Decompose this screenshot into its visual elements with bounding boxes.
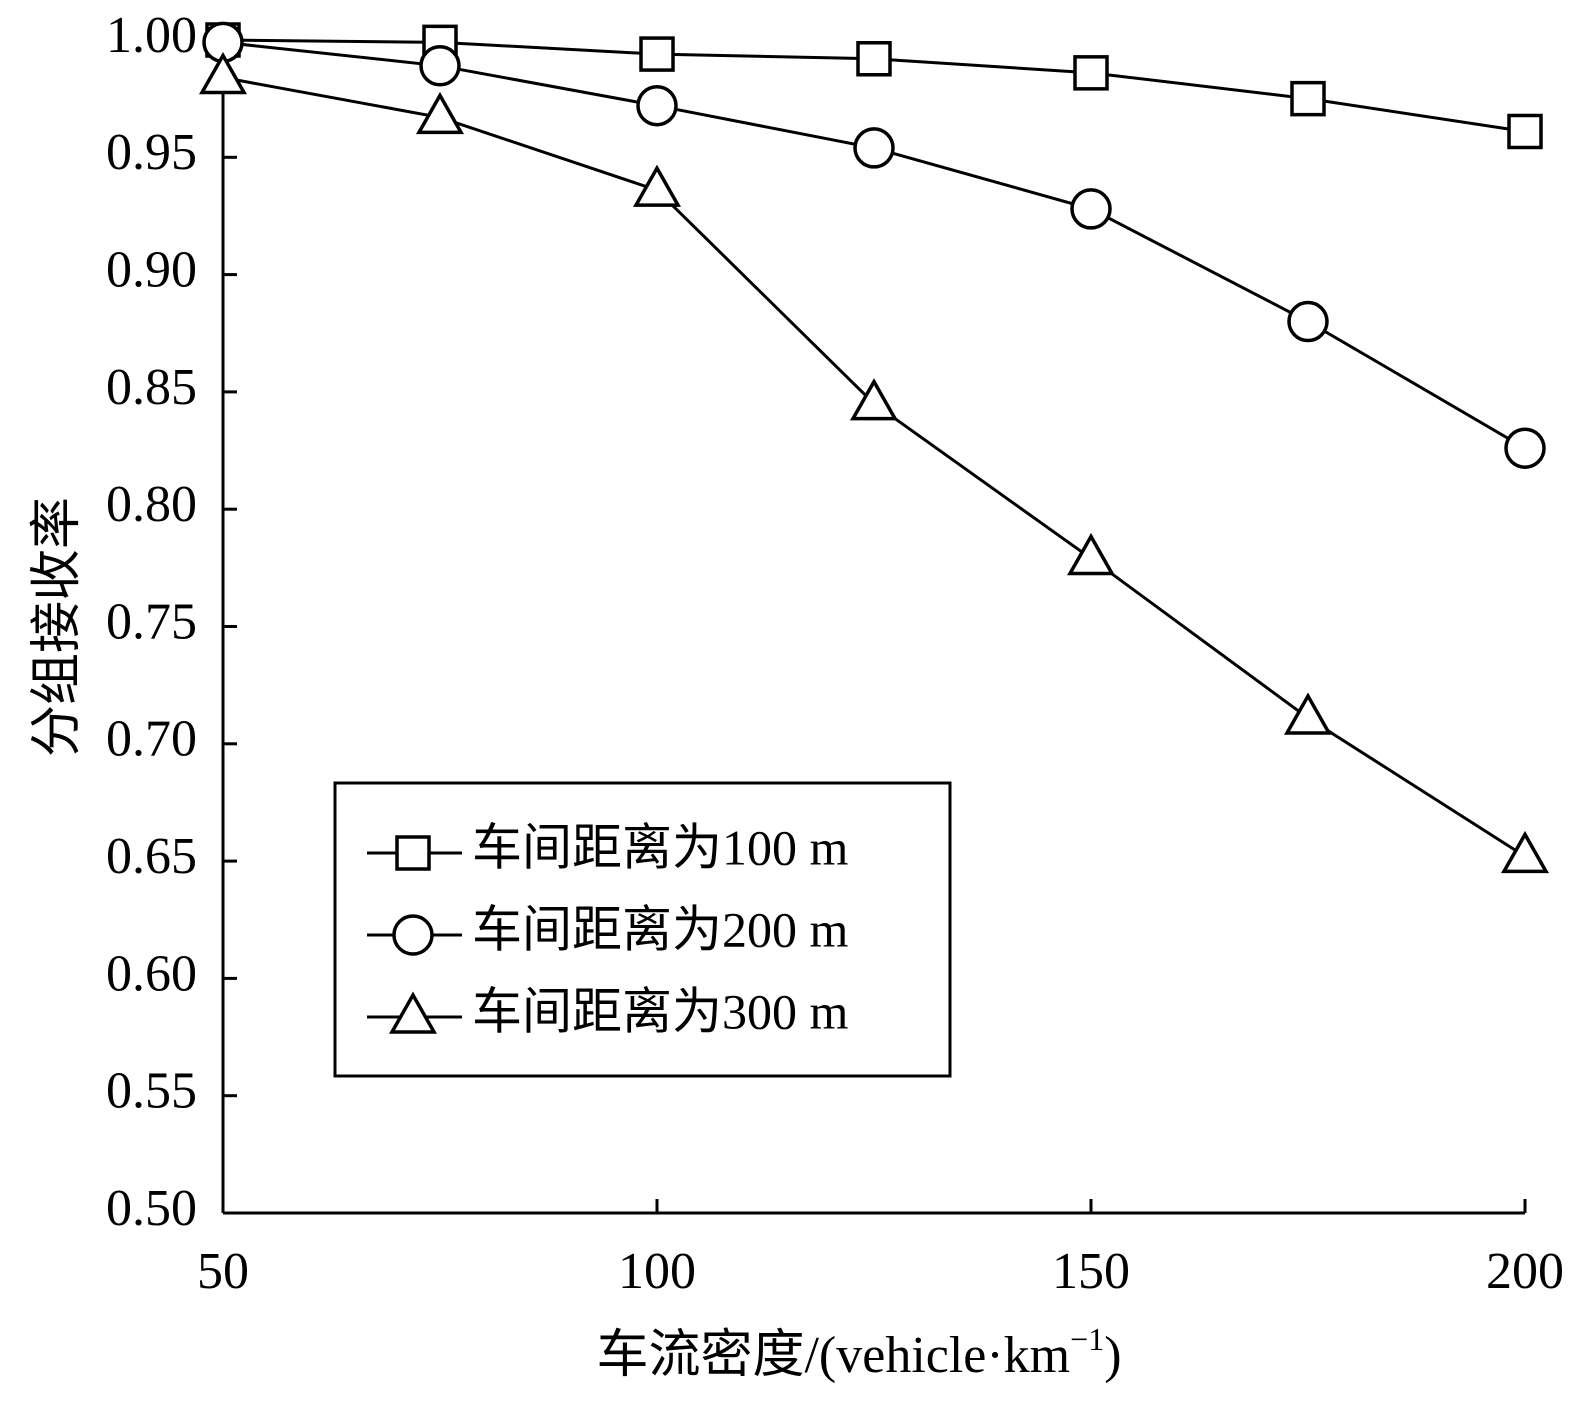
legend: 车间距离为100 m 车间距离为200 m 车间距离为300 m — [333, 781, 952, 1078]
series-layer — [198, 21, 1550, 874]
legend-marker-circle — [392, 914, 434, 956]
x-axis-title-superscript: −1 — [1070, 1321, 1104, 1357]
legend-item: 车间距离为100 m — [367, 819, 848, 875]
y-tick-label: 0.80 — [106, 476, 197, 533]
data-point-square — [639, 36, 675, 72]
y-tick-label: 0.75 — [106, 593, 197, 650]
series-circle — [202, 21, 1546, 469]
x-axis-title: 车流密度/(vehicle·km−1) — [596, 1321, 1121, 1384]
y-tick-label: 0.90 — [106, 242, 197, 299]
data-point-square — [1507, 113, 1543, 150]
x-axis-title-main: 车流密度/(vehicle·km — [596, 1327, 1070, 1384]
data-point-triangle — [415, 91, 465, 135]
data-point-triangle — [1500, 830, 1550, 874]
legend-label: 车间距离为300 m — [472, 983, 848, 1039]
y-tick-label: 0.55 — [106, 1063, 197, 1120]
data-point-circle — [1504, 427, 1546, 469]
data-point-circle — [853, 127, 895, 169]
data-point-square — [1290, 80, 1326, 117]
legend-box — [333, 781, 952, 1078]
x-tick-label: 50 — [197, 1243, 249, 1300]
data-point-triangle — [1066, 532, 1116, 576]
data-point-square — [856, 41, 892, 77]
y-tick-label: 0.50 — [106, 1180, 197, 1237]
y-tick-label: 1.00 — [106, 7, 197, 64]
x-tick-label: 200 — [1486, 1243, 1564, 1300]
y-ticks: 0.50 0.55 0.60 0.65 0.70 0.75 0.80 0.85 0.90 0.95… — [106, 7, 237, 1237]
data-point-circle — [636, 84, 678, 127]
x-tick-label: 100 — [618, 1243, 696, 1300]
data-point-circle — [1287, 300, 1329, 343]
data-point-square — [1073, 55, 1109, 91]
legend-marker-square — [395, 835, 431, 871]
data-point-triangle — [1283, 692, 1333, 735]
y-tick-label: 0.70 — [106, 711, 197, 768]
legend-item: 车间距离为300 m — [367, 983, 848, 1039]
y-tick-label: 0.95 — [106, 124, 197, 181]
x-ticks: 50 100 150 200 — [197, 1199, 1564, 1300]
legend-marker-triangle — [388, 991, 438, 1034]
legend-label: 车间距离为100 m — [472, 819, 848, 875]
y-tick-label: 0.65 — [106, 828, 197, 885]
data-point-triangle — [632, 164, 682, 207]
data-point-circle — [419, 45, 461, 87]
data-point-circle — [1070, 188, 1112, 230]
legend-items: 车间距离为100 m 车间距离为200 m 车间距离为300 m — [367, 819, 848, 1039]
y-axis-title: 分组接收率 — [29, 497, 86, 757]
x-axis-title-close: ) — [1104, 1327, 1121, 1384]
series-triangle — [198, 51, 1550, 874]
series-line — [222, 76, 1526, 858]
y-tick-label: 0.85 — [106, 359, 197, 416]
x-tick-label: 150 — [1052, 1243, 1130, 1300]
legend-item: 车间距离为200 m — [367, 901, 848, 957]
data-point-triangle — [198, 51, 248, 95]
legend-label: 车间距离为200 m — [472, 901, 848, 957]
y-tick-label: 0.60 — [106, 945, 197, 1002]
data-point-triangle — [849, 378, 899, 421]
